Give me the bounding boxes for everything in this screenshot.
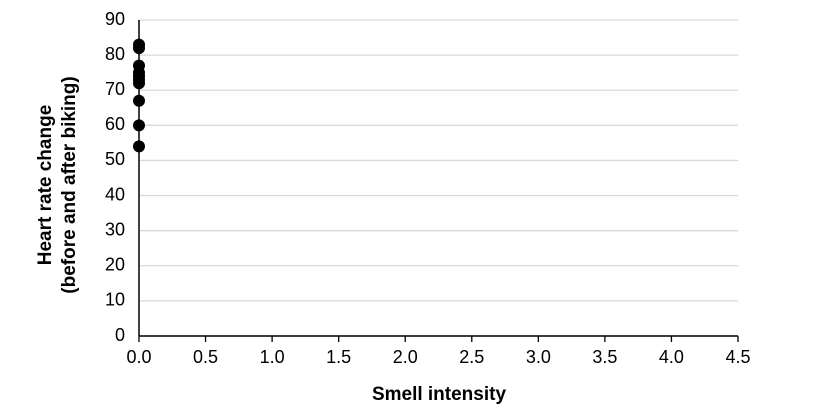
x-tick-label: 1.0 <box>260 347 285 367</box>
x-tick-label: 0.5 <box>193 347 218 367</box>
y-tick-label: 80 <box>105 44 125 64</box>
x-tick-label: 3.5 <box>592 347 617 367</box>
x-tick-label: 4.0 <box>659 347 684 367</box>
x-tick-label: 0.0 <box>126 347 151 367</box>
x-tick-label: 2.5 <box>459 347 484 367</box>
y-tick-label: 20 <box>105 255 125 275</box>
point <box>133 140 145 153</box>
x-tick-label: 1.5 <box>326 347 351 367</box>
y-tick-label: 70 <box>105 79 125 99</box>
y-axis-label: Heart rate change <box>35 105 56 266</box>
y-tick-label: 40 <box>105 184 125 204</box>
point <box>133 119 145 132</box>
x-tick-label: 4.5 <box>725 347 750 367</box>
y-tick-label: 90 <box>105 9 125 29</box>
point <box>133 42 145 55</box>
y-tick-label: 50 <box>105 149 125 169</box>
y-tick-label: 60 <box>105 114 125 134</box>
point <box>133 94 145 107</box>
x-tick-label: 3.0 <box>526 347 551 367</box>
y-tick-label: 0 <box>115 325 125 345</box>
point <box>133 77 145 90</box>
y-tick-label: 30 <box>105 219 125 239</box>
x-axis-label: Smell intensity <box>372 384 507 405</box>
y-tick-label: 10 <box>105 290 125 310</box>
y-axis-label: (before and after biking) <box>59 76 80 293</box>
x-tick-label: 2.0 <box>393 347 418 367</box>
